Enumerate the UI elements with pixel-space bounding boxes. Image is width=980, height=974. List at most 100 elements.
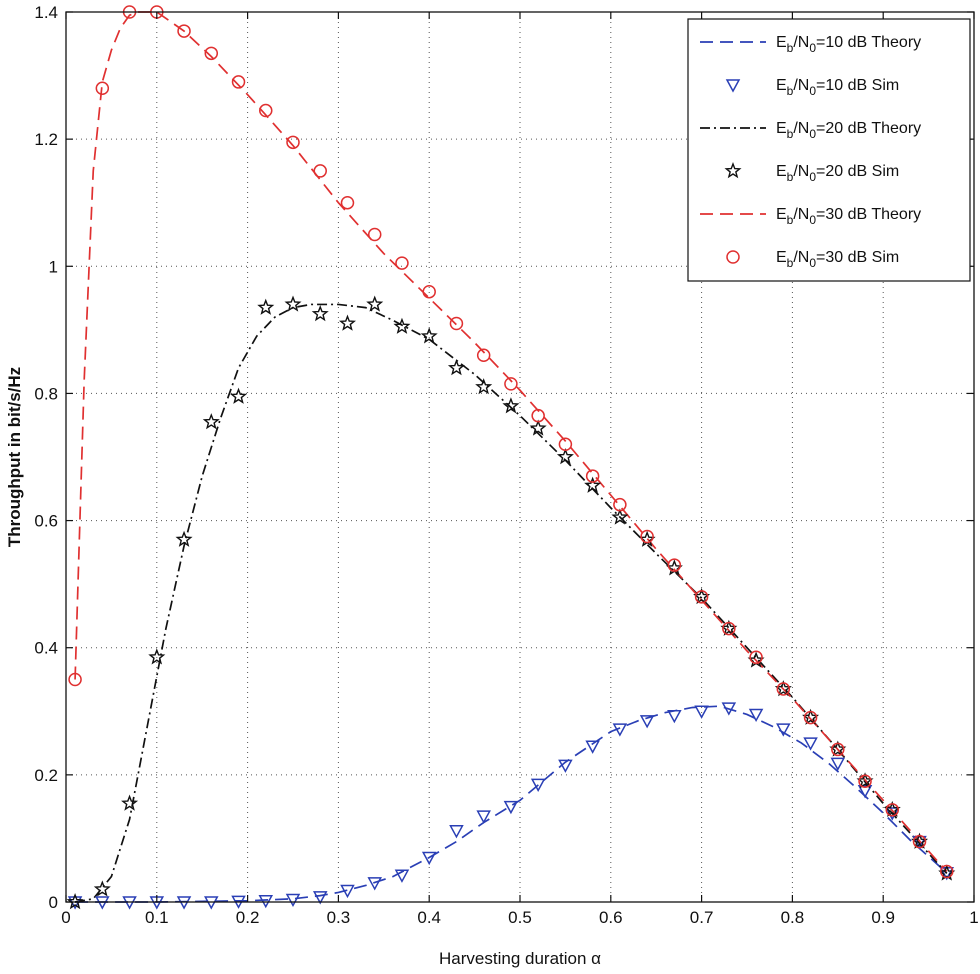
data-point-10-db-sim [639,715,655,729]
data-point-30-db-sim [259,103,273,118]
series-line-10-db-theory [75,705,948,903]
legend-marker-20-db-sim [724,162,742,179]
data-point-30-db-sim [667,558,682,572]
x-tick-label: 0.7 [690,908,714,927]
data-point-20-db-sim [93,880,111,897]
x-tick-label: 0.8 [781,908,805,927]
y-tick-label: 1.4 [34,3,58,22]
data-point-30-db-sim [231,75,246,89]
data-point-10-db-sim [476,810,491,824]
data-point-30-db-sim [831,742,845,757]
data-point-30-db-sim [722,621,736,636]
data-point-10-db-sim [530,778,546,792]
data-point-10-db-sim [803,737,818,751]
data-point-30-db-sim [803,710,818,725]
data-point-30-db-sim [776,682,791,696]
data-point-20-db-sim [938,864,956,881]
legend: Eb/N0=10 dB Theory Eb/N0=10 dB Sim Eb/N0=2… [687,18,971,282]
data-point-20-db-sim [338,314,356,331]
data-point-20-db-sim [66,893,84,910]
data-point-30-db-sim [204,46,219,61]
grid-lines [66,12,974,902]
data-point-10-db-sim [558,759,573,773]
data-point-30-db-sim [395,256,409,270]
data-point-10-db-sim [857,785,873,799]
data-point-20-db-sim [121,794,139,811]
data-point-20-db-sim [502,397,520,414]
data-point-10-db-sim [694,705,709,719]
data-point-30-db-sim [95,81,110,96]
data-point-20-db-sim [420,327,438,344]
data-point-10-db-sim [748,708,764,723]
data-point-30-db-sim [476,348,491,363]
data-point-30-db-sim [340,195,355,210]
y-tick-label: 0.6 [34,512,58,531]
data-point-10-db-sim [503,800,519,815]
x-tick-label: 1 [969,908,978,927]
data-point-30-db-sim [422,284,436,299]
data-point-30-db-sim [885,803,900,817]
data-point-10-db-sim [830,757,846,771]
data-point-30-db-sim [940,864,954,879]
x-tick-label: 0.2 [236,908,260,927]
data-point-10-db-sim [449,825,464,839]
y-tick-label: 1 [49,257,58,276]
data-point-10-db-sim [367,877,382,891]
data-point-20-db-sim [529,419,547,436]
legend-label-30-db-sim: Eb/N0=30 dB Sim [776,249,899,270]
x-tick-label: 0.9 [871,908,895,927]
y-tick-label: 0.4 [34,639,58,658]
data-point-20-db-sim [584,476,602,493]
data-point-10-db-sim [394,869,410,883]
y-tick-label: 1.2 [34,130,58,149]
data-point-30-db-sim [640,529,654,544]
legend-label-10-db-sim: Eb/N0=10 dB Sim [776,77,899,98]
x-tick-label: 0 [61,908,70,927]
data-point-30-db-sim [749,650,763,664]
x-tick-label: 0.6 [599,908,623,927]
data-point-30-db-sim [504,377,518,391]
legend-label-30-db-theory: Eb/N0=30 dB Theory [776,206,921,227]
data-point-20-db-sim [311,305,329,322]
data-point-30-db-sim [449,316,464,331]
x-tick-label: 0.3 [327,908,351,927]
data-point-30-db-sim [613,497,627,512]
data-point-10-db-sim [421,851,437,866]
data-point-20-db-sim [366,295,384,312]
data-point-20-db-sim [556,448,574,465]
data-point-30-db-sim [286,135,300,150]
y-tick-label: 0.2 [34,766,58,785]
data-point-20-db-sim [447,359,465,376]
y-tick-label: 0.8 [34,384,58,403]
data-point-30-db-sim [558,437,573,452]
data-point-20-db-sim [148,648,166,665]
x-axis-label: Harvesting duration α [439,949,601,968]
legend-label-10-db-theory: Eb/N0=10 dB Theory [776,34,921,55]
y-tick-label: 0 [49,893,58,912]
data-point-10-db-sim [612,723,628,737]
data-point-20-db-sim [230,387,248,404]
data-point-10-db-sim [312,891,328,905]
data-point-30-db-sim [177,24,191,38]
legend-label-20-db-theory: Eb/N0=20 dB Theory [776,120,921,141]
data-point-20-db-sim [202,413,220,430]
data-point-30-db-sim [585,469,600,483]
data-point-20-db-sim [611,508,629,525]
y-axis-label: Throughput in bit/s/Hz [5,367,24,547]
x-tick-label: 0.4 [417,908,441,927]
data-point-30-db-sim [912,834,927,849]
series-10-db-theory [75,705,948,903]
data-point-20-db-sim [393,317,411,334]
data-point-10-db-sim [667,709,682,724]
legend-box [687,18,971,282]
data-point-10-db-sim [585,740,600,754]
data-point-10-db-sim [776,723,791,737]
data-point-10-db-sim [340,884,355,899]
data-point-30-db-sim [313,164,327,178]
data-point-20-db-sim [175,530,193,547]
legend-label-20-db-sim: Eb/N0=20 dB Sim [776,163,899,184]
data-point-10-db-sim [721,702,737,716]
data-point-30-db-sim [694,590,709,604]
data-point-10-db-sim [285,893,301,908]
